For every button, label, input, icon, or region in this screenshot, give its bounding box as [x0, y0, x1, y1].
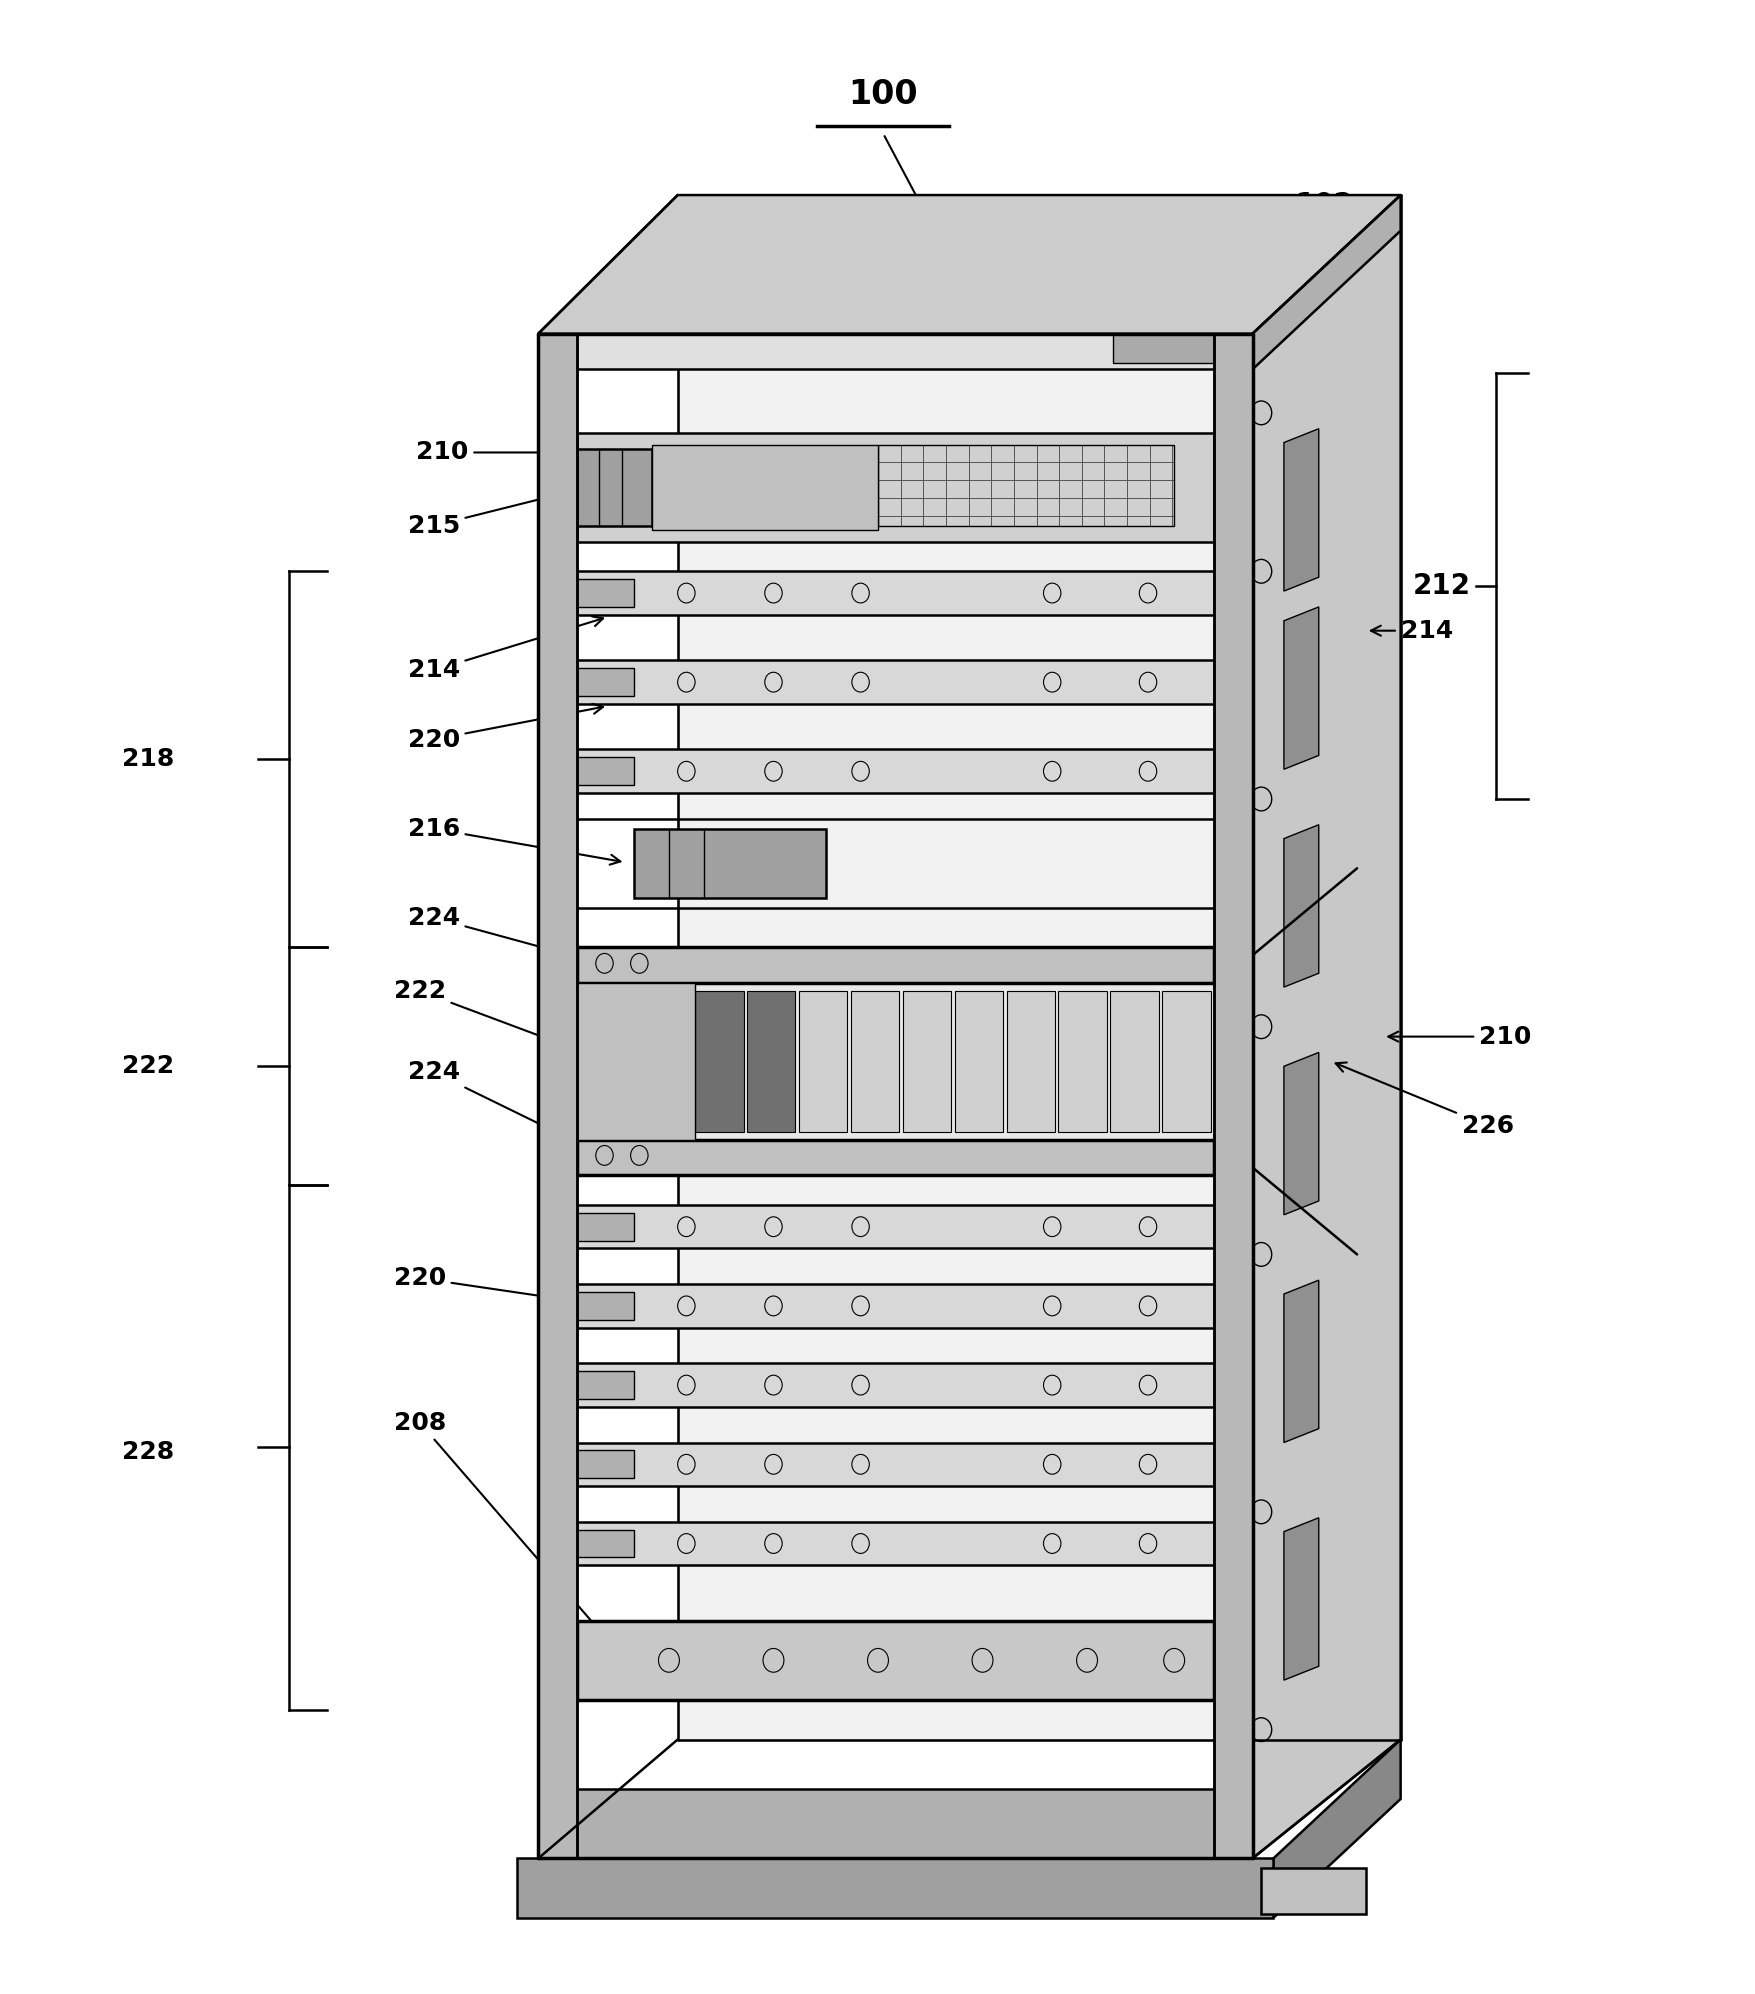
- Polygon shape: [576, 1204, 1213, 1248]
- Text: 220: 220: [407, 704, 602, 752]
- Text: 224: 224: [407, 1061, 604, 1155]
- Polygon shape: [634, 830, 825, 897]
- Text: 222: 222: [393, 979, 604, 1061]
- Polygon shape: [576, 1284, 1213, 1328]
- Polygon shape: [1272, 1739, 1400, 1918]
- Polygon shape: [576, 1521, 1213, 1565]
- Polygon shape: [799, 991, 848, 1133]
- Polygon shape: [1260, 1868, 1365, 1914]
- Text: 215: 215: [407, 481, 602, 538]
- Polygon shape: [576, 1364, 1213, 1408]
- Polygon shape: [576, 570, 1213, 614]
- Polygon shape: [955, 991, 1002, 1133]
- Text: 220: 220: [393, 1266, 602, 1308]
- Polygon shape: [576, 1529, 634, 1557]
- Text: 222: 222: [123, 1055, 174, 1079]
- Polygon shape: [576, 1442, 1213, 1486]
- Polygon shape: [1109, 991, 1158, 1133]
- Text: 210: 210: [1388, 1025, 1530, 1049]
- Polygon shape: [576, 660, 1213, 704]
- Text: 102: 102: [1295, 191, 1378, 233]
- Polygon shape: [1251, 195, 1400, 369]
- Polygon shape: [576, 758, 634, 786]
- Polygon shape: [539, 1789, 1251, 1858]
- Text: 214: 214: [1371, 618, 1451, 642]
- Polygon shape: [576, 1212, 634, 1240]
- Polygon shape: [539, 333, 576, 1858]
- Polygon shape: [576, 983, 1213, 1139]
- Polygon shape: [576, 668, 634, 696]
- Polygon shape: [576, 1621, 1213, 1701]
- Text: 218: 218: [121, 748, 174, 772]
- Polygon shape: [539, 195, 1400, 333]
- Polygon shape: [1283, 1053, 1318, 1214]
- Polygon shape: [576, 750, 1213, 794]
- Polygon shape: [576, 449, 651, 526]
- Polygon shape: [576, 1372, 634, 1400]
- Text: 214: 214: [407, 616, 602, 682]
- Text: 210: 210: [416, 441, 551, 465]
- Polygon shape: [1283, 606, 1318, 770]
- Text: 226: 226: [1336, 1063, 1513, 1139]
- Text: 216: 216: [407, 818, 620, 865]
- Polygon shape: [576, 947, 1213, 983]
- Polygon shape: [576, 1139, 1213, 1174]
- Polygon shape: [539, 333, 1251, 369]
- Text: 224: 224: [407, 905, 602, 967]
- Polygon shape: [677, 195, 1400, 1739]
- Polygon shape: [518, 1858, 1272, 1918]
- Polygon shape: [1283, 826, 1318, 987]
- Text: 208: 208: [393, 1410, 621, 1657]
- Polygon shape: [1006, 991, 1055, 1133]
- Polygon shape: [1216, 195, 1400, 1858]
- Text: 212: 212: [1411, 572, 1469, 600]
- Polygon shape: [695, 991, 742, 1133]
- Polygon shape: [1162, 991, 1209, 1133]
- Polygon shape: [1113, 333, 1251, 363]
- Polygon shape: [902, 991, 951, 1133]
- Text: 228: 228: [123, 1440, 174, 1464]
- Polygon shape: [576, 1450, 634, 1478]
- Text: 100: 100: [848, 78, 918, 110]
- Polygon shape: [1251, 195, 1400, 1858]
- Polygon shape: [1283, 1280, 1318, 1442]
- Polygon shape: [651, 445, 878, 530]
- Polygon shape: [746, 991, 795, 1133]
- Polygon shape: [576, 578, 634, 606]
- Polygon shape: [576, 983, 695, 1139]
- Polygon shape: [576, 1292, 634, 1320]
- Polygon shape: [1213, 333, 1251, 1858]
- Polygon shape: [576, 433, 1213, 542]
- Polygon shape: [1283, 1517, 1318, 1681]
- Polygon shape: [851, 991, 899, 1133]
- Polygon shape: [1058, 991, 1106, 1133]
- Polygon shape: [1283, 429, 1318, 590]
